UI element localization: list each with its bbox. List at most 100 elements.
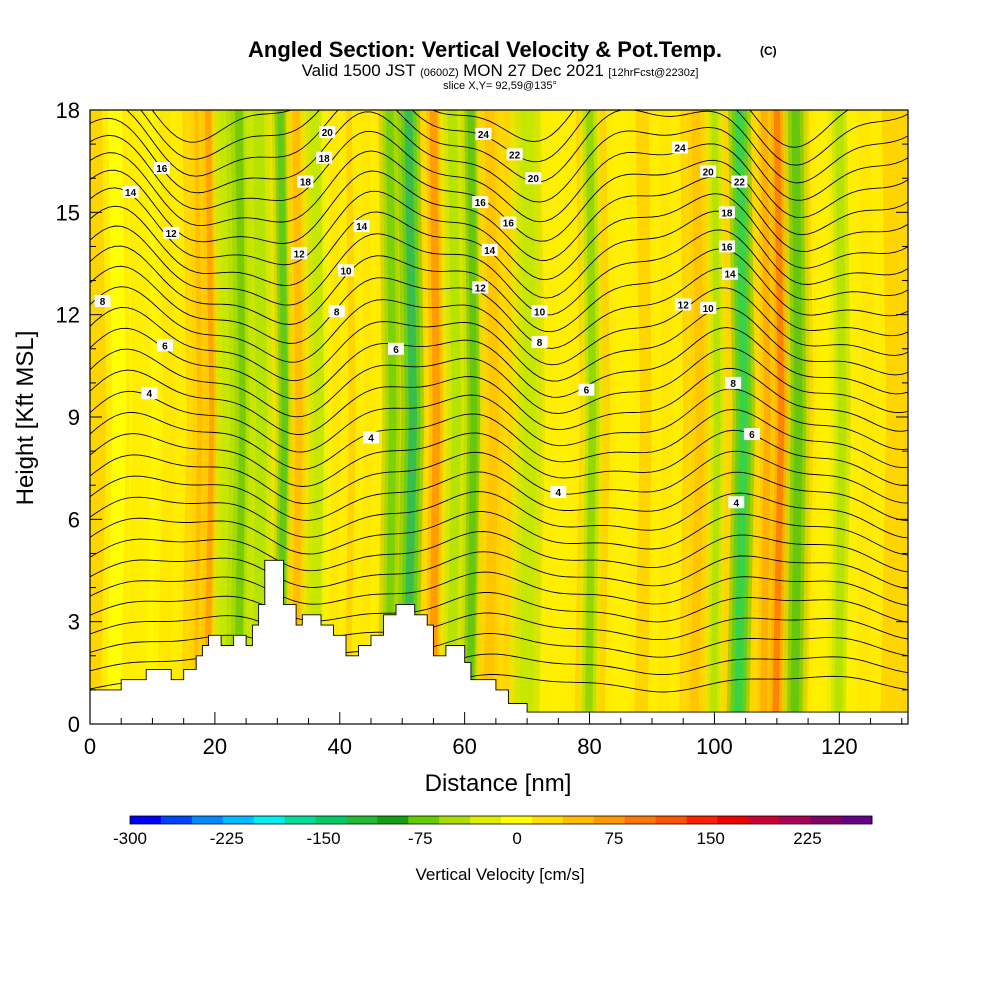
chart-subtitle: Valid 1500 JST (0600Z) MON 27 Dec 2021 [… [302,61,699,80]
contour-label: 8 [100,297,106,308]
contour-label-bg [718,206,735,219]
velocity-band [766,110,791,724]
velocity-band [726,110,756,724]
colorbar-tick-label: -150 [307,829,341,848]
colorbar [129,815,873,825]
y-tick-label: 3 [68,610,80,635]
colorbar-tick-label: 225 [793,829,821,848]
colorbar-swatch [160,816,193,824]
contour-label: 20 [528,174,540,185]
colorbar-ticks: -300 -225 -150 -75 0 75 150 225 [113,829,822,848]
contour-label: 6 [162,341,168,352]
colorbar-tick-label: -225 [210,829,244,848]
x-axis-label: Distance [nm] [425,770,572,797]
contour-label-bg [362,431,379,444]
contour-label-bg [328,305,345,318]
colorbar-swatch [222,816,254,824]
contour-label-bg [675,298,692,311]
contour-label: 20 [703,167,715,178]
contour-label: 24 [478,130,490,141]
contour-label-bg [472,281,489,294]
contour-label-bg [297,175,314,188]
colorbar-swatch [562,816,595,824]
theta-contours [90,110,908,693]
contour-label: 14 [484,246,496,257]
colorbar-swatch [779,816,811,824]
theta-contour [90,491,908,539]
contour-label-bg [531,335,548,348]
x-tick-label: 40 [328,734,352,759]
y-axis-label: Height [Kft MSL] [12,331,39,506]
theta-contour [140,110,908,166]
velocity-band [604,110,641,724]
theta-contour [90,571,908,606]
theta-contour [90,225,908,316]
theta-contour [90,130,908,223]
contour-label-bg [500,216,517,229]
colorbar-swatch [810,816,842,824]
theta-contour [90,551,908,590]
theta-contour [90,388,908,453]
contour-label-bg [319,126,336,139]
theta-contour [90,169,908,261]
chart-slice-info: slice X,Y= 92,59@135° [443,80,557,92]
velocity-band [704,110,727,724]
contour-label-bg [353,219,370,232]
contour-label: 14 [724,270,736,281]
colorbar-swatch [377,816,409,824]
velocity-band [578,110,604,724]
velocity-band [647,110,684,724]
contour-label-bg [153,161,170,174]
colorbar-tick-label: -300 [113,829,147,848]
contour-label-bg [725,376,742,389]
contour-label-bg [338,264,355,277]
x-axis: 0 20 40 60 80 100 120 [84,712,903,759]
subtitle-utc: (0600Z) [420,67,459,79]
contour-label-bg [94,295,111,308]
theta-contour [90,286,908,366]
contour-label: 12 [294,249,306,260]
colorbar-label: Vertical Velocity [cm/s] [415,865,584,884]
theta-contour [90,205,908,299]
colorbar-swatch [717,816,749,824]
contour-label-bg [291,247,308,260]
contour-label: 14 [125,188,137,199]
colorbar-tick-label: 75 [604,829,623,848]
velocity-band [100,110,133,724]
velocity-band [378,110,404,724]
y-tick-label: 0 [68,712,80,737]
colorbar-swatch [315,816,347,824]
contour-label: 12 [475,283,487,294]
contour-label: 18 [721,208,733,219]
theta-contour [90,327,908,400]
contour-label: 16 [475,198,487,209]
theta-contour [90,592,908,623]
contour-label-bg [531,305,548,318]
contour-label: 6 [749,430,755,441]
velocity-band [845,110,887,724]
contour-label-bg [722,267,739,280]
contour-label: 8 [730,379,736,390]
theta-contour [90,265,908,349]
velocity-band [783,110,810,724]
colorbar-swatch [501,816,533,824]
contour-label: 6 [584,386,590,397]
theta-contour [90,511,908,556]
x-tick-label: 20 [203,734,227,759]
velocity-band [395,110,425,724]
contour-label-bg [472,196,489,209]
colorbar-swatch [655,816,687,824]
contour-label-bg [700,165,717,178]
contour-label-bg [387,342,404,355]
y-tick-label: 12 [56,303,80,328]
y-tick-label: 6 [68,507,80,532]
velocity-field [100,110,887,724]
contour-label-bg [578,383,595,396]
velocity-band [145,110,187,724]
colorbar-swatch [439,816,471,824]
theta-contour [90,150,908,242]
theta-contour [90,111,908,203]
colorbar-swatch [408,816,440,824]
contour-label-bg [163,226,180,239]
